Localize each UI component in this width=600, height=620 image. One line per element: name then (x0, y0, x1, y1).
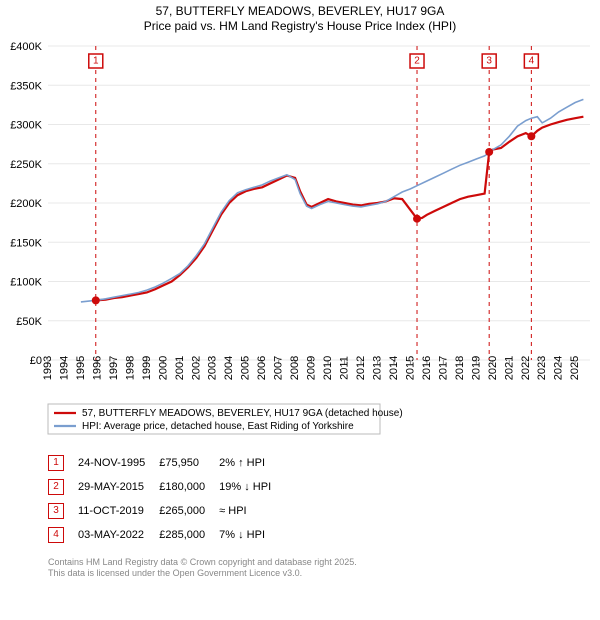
sales-table: 1 24-NOV-1995£75,9502% ↑ HPI 2 29-MAY-2015£… (48, 451, 285, 547)
x-tick-label: 2010 (322, 356, 334, 380)
event-price: £75,950 (159, 451, 219, 475)
chart-title-block: 57, BUTTERFLY MEADOWS, BEVERLEY, HU17 9G… (0, 0, 600, 34)
x-tick-label: 2004 (223, 356, 235, 380)
y-tick-label: £300K (10, 120, 42, 132)
x-tick-label: 2018 (454, 356, 466, 380)
event-hpi-delta: ≈ HPI (219, 499, 285, 523)
x-tick-label: 2006 (256, 356, 268, 380)
x-tick-label: 2001 (174, 356, 186, 380)
legend-label: HPI: Average price, detached house, East… (82, 421, 354, 432)
x-tick-label: 2007 (273, 356, 285, 380)
sale-marker-number: 2 (414, 56, 420, 67)
event-date: 24-NOV-1995 (78, 451, 159, 475)
event-price: £285,000 (159, 523, 219, 547)
x-tick-label: 2008 (289, 356, 301, 380)
y-tick-label: £150K (10, 237, 42, 249)
sale-marker-number: 4 (529, 56, 535, 67)
sales-table-row: 2 29-MAY-2015£180,00019% ↓ HPI (48, 475, 285, 499)
price-chart: £0 £50K £100K £150K £200K £250K £300K £350K £400… (0, 40, 600, 438)
event-date: 11-OCT-2019 (78, 499, 159, 523)
event-number-box: 2 (48, 479, 64, 495)
event-price: £265,000 (159, 499, 219, 523)
x-tick-label: 2019 (470, 356, 482, 380)
x-tick-label: 2025 (569, 356, 581, 380)
x-tick-label: 1998 (124, 356, 136, 380)
x-tick-label: 2015 (404, 356, 416, 380)
footer: Contains HM Land Registry data © Crown c… (48, 557, 600, 580)
legend-label: 57, BUTTERFLY MEADOWS, BEVERLEY, HU17 9G… (82, 408, 403, 419)
x-tick-label: 2022 (520, 356, 532, 380)
y-tick-label: £350K (10, 80, 42, 92)
x-tick-label: 1997 (108, 356, 120, 380)
sale-dot (413, 215, 421, 223)
sale-marker-number: 3 (486, 56, 492, 67)
sale-dot (485, 148, 493, 156)
x-tick-label: 2003 (207, 356, 219, 380)
title-line-1: 57, BUTTERFLY MEADOWS, BEVERLEY, HU17 9G… (0, 4, 600, 19)
x-tick-label: 2024 (553, 356, 565, 380)
footer-line-2: This data is licensed under the Open Gov… (48, 568, 600, 579)
x-tick-label: 2002 (190, 356, 202, 380)
event-number-box: 3 (48, 503, 64, 519)
event-hpi-delta: 2% ↑ HPI (219, 451, 285, 475)
x-tick-label: 2013 (371, 356, 383, 380)
event-number-box: 4 (48, 527, 64, 543)
sales-table-row: 4 03-MAY-2022£285,0007% ↓ HPI (48, 523, 285, 547)
sale-dot (92, 296, 100, 304)
x-tick-label: 1999 (141, 356, 153, 380)
x-tick-label: 1994 (58, 356, 70, 380)
x-tick-label: 2021 (503, 356, 515, 380)
x-tick-label: 2023 (536, 356, 548, 380)
event-price: £180,000 (159, 475, 219, 499)
x-tick-label: 1993 (42, 356, 54, 380)
event-hpi-delta: 19% ↓ HPI (219, 475, 285, 499)
x-tick-label: 2020 (487, 356, 499, 380)
title-line-2: Price paid vs. HM Land Registry's House … (0, 19, 600, 34)
y-tick-label: £250K (10, 159, 42, 171)
event-hpi-delta: 7% ↓ HPI (219, 523, 285, 547)
footer-line-1: Contains HM Land Registry data © Crown c… (48, 557, 600, 568)
chart-area: £0 £50K £100K £150K £200K £250K £300K £350K £400… (0, 40, 600, 443)
y-tick-label: £50K (16, 316, 42, 328)
x-tick-label: 2012 (355, 356, 367, 380)
sales-table-row: 1 24-NOV-1995£75,9502% ↑ HPI (48, 451, 285, 475)
x-tick-label: 1996 (91, 356, 103, 380)
event-date: 03-MAY-2022 (78, 523, 159, 547)
sale-dot (527, 132, 535, 140)
x-tick-label: 2011 (339, 356, 351, 380)
y-tick-label: £0 (30, 355, 42, 367)
y-tick-label: £100K (10, 277, 42, 289)
sales-table-row: 3 11-OCT-2019£265,000≈ HPI (48, 499, 285, 523)
y-tick-label: £200K (10, 198, 42, 210)
sale-marker-number: 1 (93, 56, 99, 67)
x-tick-label: 2014 (388, 356, 400, 380)
x-tick-label: 2005 (240, 356, 252, 380)
x-tick-label: 1995 (75, 356, 87, 380)
x-tick-label: 2009 (306, 356, 318, 380)
event-number-box: 1 (48, 455, 64, 471)
y-tick-label: £400K (10, 41, 42, 53)
x-tick-label: 2016 (421, 356, 433, 380)
event-date: 29-MAY-2015 (78, 475, 159, 499)
x-tick-label: 2000 (157, 356, 169, 380)
x-tick-label: 2017 (437, 356, 449, 380)
